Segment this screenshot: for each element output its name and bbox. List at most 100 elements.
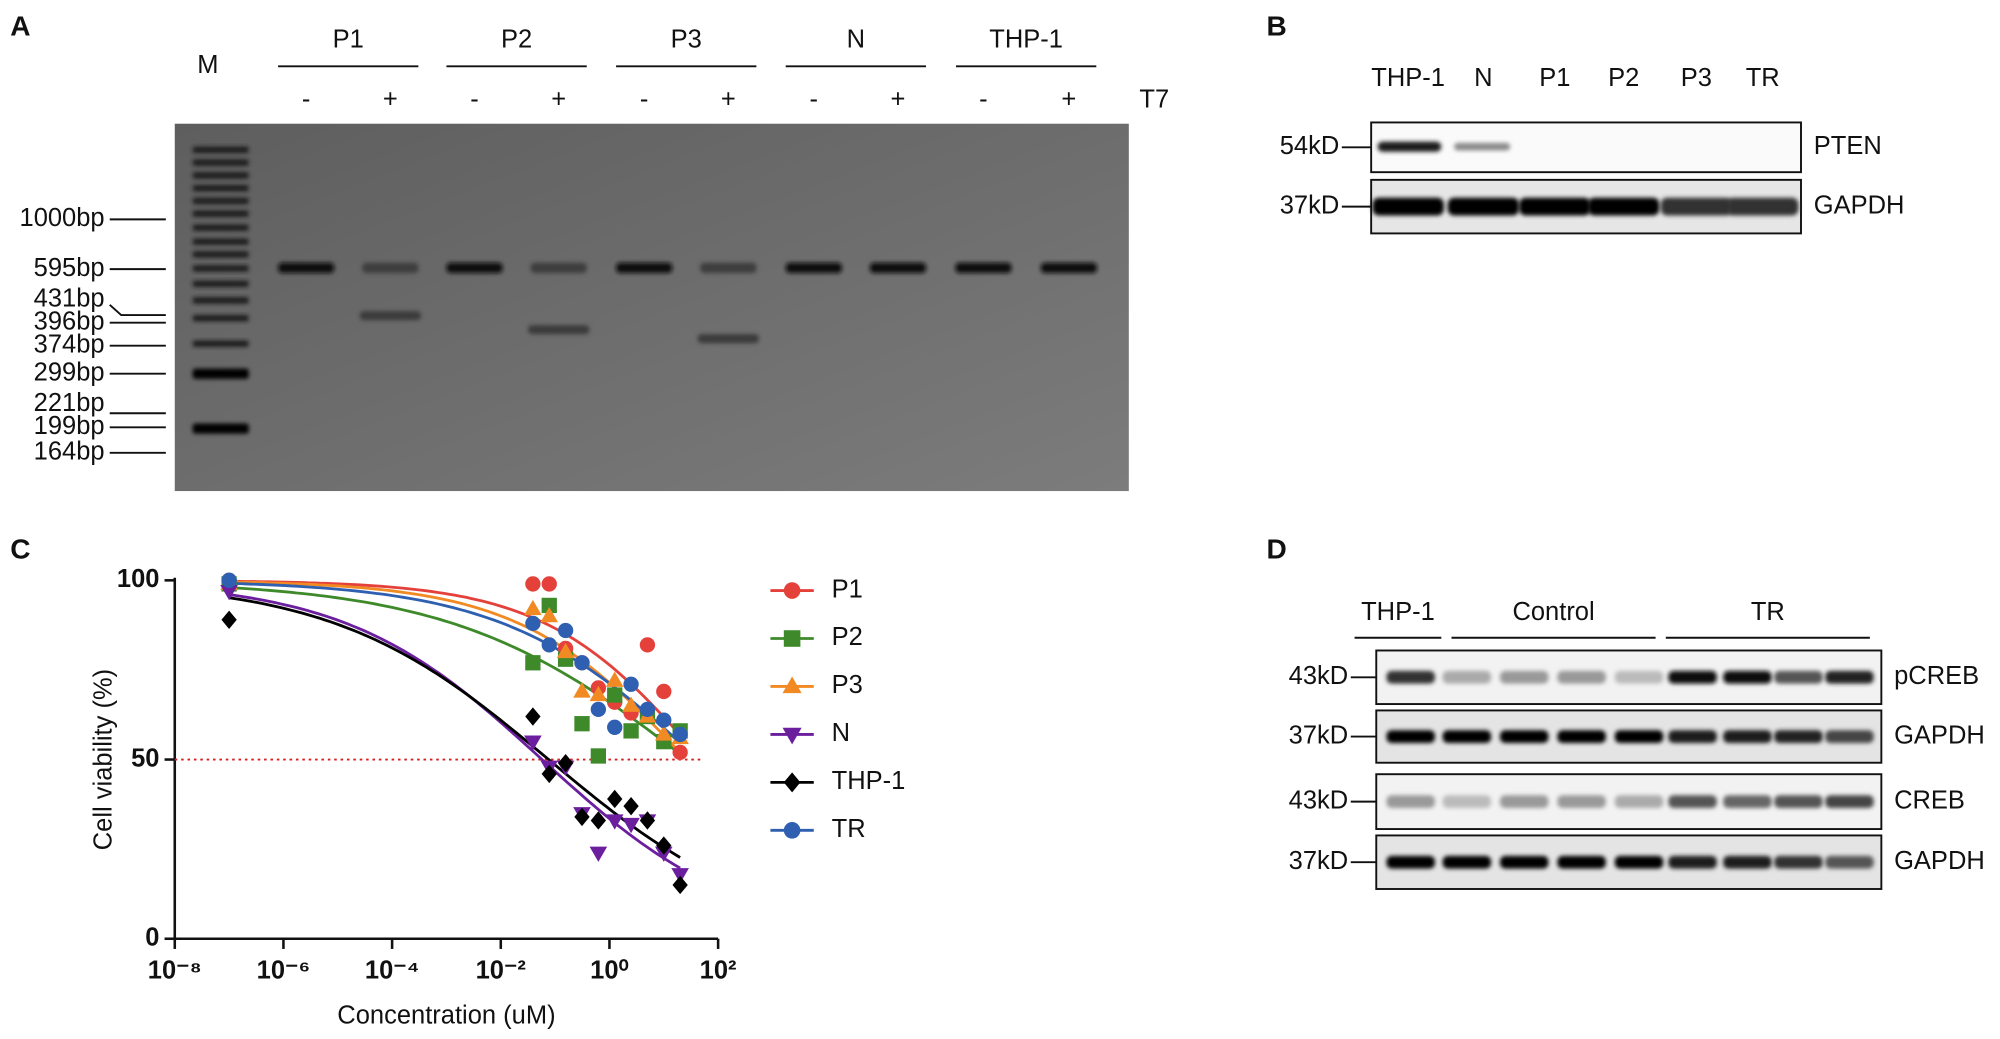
group-label: THP-1 <box>989 26 1063 54</box>
band <box>1587 197 1660 216</box>
band <box>700 262 757 273</box>
legend-marker <box>783 822 801 839</box>
data-point <box>524 599 542 616</box>
x-axis-label: Concentration (uM) <box>337 1001 555 1029</box>
lane-sign: + <box>383 85 398 113</box>
size-marker: 199bp <box>34 412 105 440</box>
data-point <box>605 814 624 830</box>
band <box>1499 670 1549 684</box>
mw-marker: 37kD <box>1289 721 1349 749</box>
band <box>1386 855 1435 869</box>
data-point <box>540 606 559 623</box>
data-point <box>605 671 624 687</box>
lane-sign: - <box>470 85 478 113</box>
panel-label: C <box>10 533 30 564</box>
blot <box>1370 121 1802 174</box>
data-point <box>590 748 607 764</box>
band <box>192 159 249 166</box>
band <box>1774 670 1823 684</box>
data-point <box>671 868 689 884</box>
band <box>1774 730 1823 743</box>
band <box>192 210 249 217</box>
band <box>1454 142 1511 151</box>
data-point <box>639 701 656 718</box>
band <box>1442 730 1492 743</box>
band <box>1557 670 1606 684</box>
legend-marker <box>782 727 802 745</box>
band <box>1723 795 1772 809</box>
protein-label: pCREB <box>1894 662 1979 690</box>
legend-label: N <box>832 719 850 747</box>
protein-label: GAPDH <box>1894 847 1985 875</box>
band <box>192 297 249 304</box>
data-point <box>623 676 639 692</box>
data-point <box>622 817 640 834</box>
mw-marker: 37kD <box>1289 847 1349 875</box>
mw-marker: 54kD <box>1280 132 1340 160</box>
band <box>446 262 503 273</box>
band <box>192 315 249 322</box>
gel-image <box>174 123 1129 492</box>
data-point <box>574 716 590 732</box>
legend-label: THP-1 <box>832 767 906 795</box>
size-marker: 299bp <box>34 358 105 386</box>
band <box>192 251 249 258</box>
band <box>1614 670 1664 684</box>
band <box>192 146 249 154</box>
band <box>1557 855 1606 869</box>
band <box>1774 795 1823 809</box>
band <box>1386 795 1435 809</box>
data-point <box>656 712 672 728</box>
legend-label: P1 <box>832 575 863 603</box>
band <box>1668 730 1717 743</box>
data-point <box>541 764 557 784</box>
band <box>1442 795 1492 809</box>
group-label: THP-1 <box>1361 598 1435 626</box>
data-point <box>639 811 656 830</box>
band <box>362 262 419 273</box>
band <box>1825 730 1874 743</box>
protein-label: PTEN <box>1814 132 1882 160</box>
band <box>1614 795 1664 809</box>
data-point <box>541 637 557 653</box>
band <box>1557 730 1606 743</box>
group-label: P1 <box>333 26 364 54</box>
band <box>1727 197 1799 216</box>
lane-label: TR <box>1746 64 1780 92</box>
group-label: Control <box>1512 598 1594 626</box>
x-tick-label: 10⁰ <box>590 957 629 985</box>
band <box>1499 795 1549 809</box>
data-point <box>525 576 541 592</box>
lane-sign: + <box>551 85 566 113</box>
lane-sign: - <box>640 85 649 113</box>
data-point <box>672 744 688 761</box>
size-marker: 374bp <box>34 330 105 358</box>
data-point <box>639 637 656 653</box>
mw-marker: 37kD <box>1280 191 1340 219</box>
band <box>1668 795 1717 809</box>
band <box>1442 670 1492 684</box>
band <box>1386 670 1435 684</box>
band <box>192 340 249 347</box>
band <box>1723 670 1772 684</box>
y-tick-label: 50 <box>131 744 159 772</box>
lane-sign: - <box>810 85 819 113</box>
y-tick-label: 0 <box>145 923 159 951</box>
size-marker: 1000bp <box>20 204 105 232</box>
lane-label: THP-1 <box>1371 64 1445 92</box>
band <box>278 262 335 273</box>
data-point <box>589 846 608 862</box>
band <box>192 197 249 205</box>
marker-line <box>109 304 166 316</box>
band <box>192 368 249 379</box>
data-point <box>672 726 688 743</box>
group-label: N <box>847 26 865 54</box>
data-point <box>590 701 607 718</box>
lane-sign: + <box>721 85 736 113</box>
band <box>785 262 842 273</box>
band <box>1519 197 1591 216</box>
data-point <box>556 642 575 659</box>
band <box>192 184 249 192</box>
data-point <box>525 615 541 632</box>
